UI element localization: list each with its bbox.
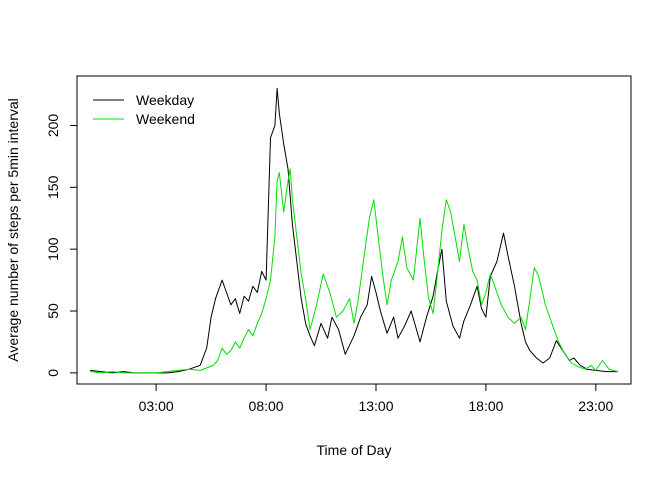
series-group	[90, 87, 618, 374]
series-line-weekend	[90, 168, 618, 374]
y-axis: 0 50 100 150 200	[45, 114, 78, 377]
y-axis-label: Average number of steps per 5min interva…	[5, 98, 21, 362]
y-tick-label: 100	[45, 237, 61, 261]
series-line-weekday	[90, 87, 618, 374]
y-tick-label: 150	[45, 175, 61, 199]
legend-label-weekend: Weekend	[136, 111, 195, 127]
legend: Weekday Weekend	[93, 92, 195, 127]
x-tick-label: 03:00	[139, 398, 174, 414]
x-axis-label: Time of Day	[317, 442, 392, 458]
y-tick-label: 200	[45, 114, 61, 138]
x-axis: 03:00 08:00 13:00 18:00 23:00	[139, 383, 614, 414]
x-tick-label: 23:00	[578, 398, 613, 414]
x-tick-label: 13:00	[358, 398, 393, 414]
x-tick-label: 18:00	[468, 398, 503, 414]
y-tick-label: 0	[45, 369, 61, 377]
y-tick-label: 50	[45, 303, 61, 319]
legend-label-weekday: Weekday	[136, 92, 194, 108]
x-tick-label: 08:00	[249, 398, 284, 414]
